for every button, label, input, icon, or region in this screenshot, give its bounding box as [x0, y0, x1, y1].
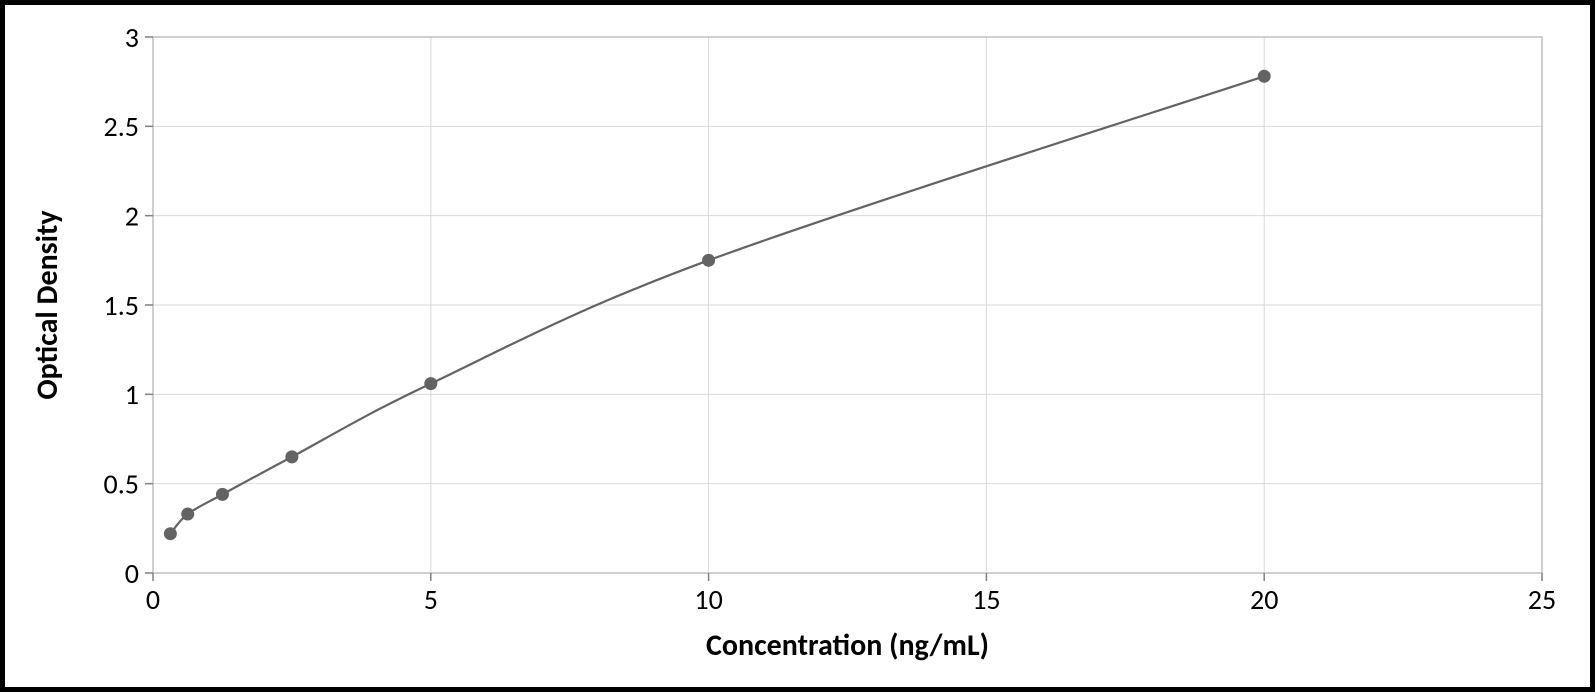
x-axis-label: Concentration (ng/mL): [706, 627, 989, 664]
y-tick-label: 0.5: [104, 466, 139, 501]
chart-container: 0 5 10 15 20 25 0 0.5 1 1.5 2 2.5 3 Concentration (ng…: [23, 19, 1572, 673]
x-tick-label: 15: [972, 582, 1000, 617]
y-tick-label: 1.5: [104, 288, 139, 323]
x-tick-label: 0: [146, 582, 160, 617]
data-marker: [216, 488, 229, 501]
chart-frame: 0 5 10 15 20 25 0 0.5 1 1.5 2 2.5 3 Concentration (ng…: [0, 0, 1595, 692]
chart-svg: 0 5 10 15 20 25 0 0.5 1 1.5 2 2.5 3 Concentration (ng…: [23, 19, 1572, 673]
y-tick-label: 0: [125, 556, 139, 591]
data-marker: [164, 527, 177, 540]
x-tick-label: 25: [1528, 582, 1556, 617]
data-marker: [424, 377, 437, 390]
x-tick-label: 10: [694, 582, 722, 617]
x-tick-label: 20: [1250, 582, 1278, 617]
data-marker: [285, 450, 298, 463]
y-tick-label: 2.5: [104, 109, 139, 144]
y-tick-label: 3: [125, 20, 139, 55]
y-tick-label: 1: [125, 377, 139, 412]
data-marker: [702, 254, 715, 267]
y-axis-label: Optical Density: [29, 210, 66, 400]
x-tick-label: 5: [424, 582, 438, 617]
y-tick-label: 2: [125, 198, 139, 233]
data-marker: [181, 508, 194, 521]
data-marker: [1258, 70, 1271, 83]
